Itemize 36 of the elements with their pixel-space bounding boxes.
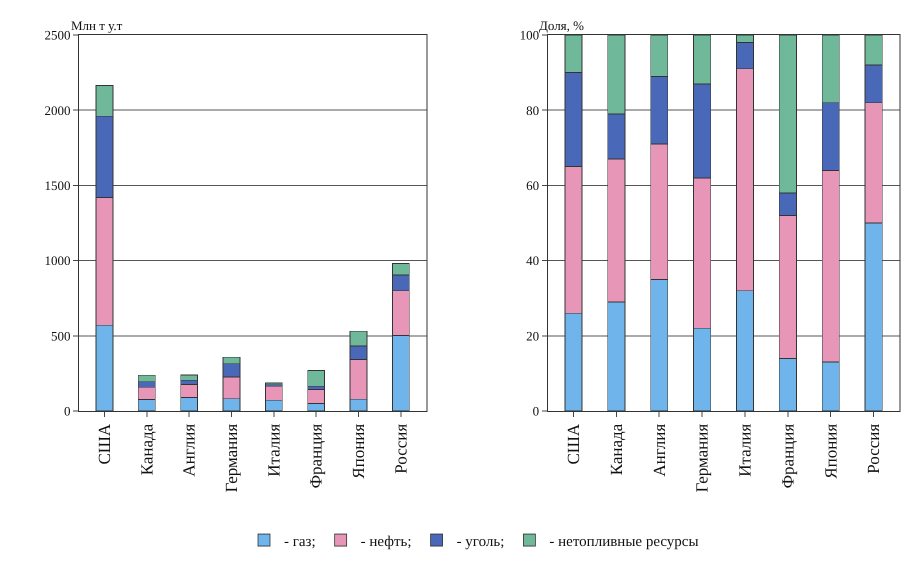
y-tick-label: 100 — [520, 28, 540, 43]
y-axis-title: Доля, % — [539, 18, 584, 33]
y-tick-label: 0 — [64, 404, 70, 419]
y-tick-label: 0 — [532, 404, 540, 419]
bar — [307, 370, 326, 387]
x-tick-label: Япония — [821, 424, 840, 479]
y-tick-label: 2500 — [44, 28, 70, 43]
x-tick-label: Япония — [349, 424, 368, 479]
x-tick-label: США — [94, 423, 114, 465]
y-tick-label: 1000 — [44, 253, 70, 268]
legend-label: - нефть; — [360, 534, 412, 550]
x-tick-label: Канада — [606, 423, 626, 476]
y-axis-title: Млн т у.т — [71, 18, 123, 33]
x-tick-label: Франция — [306, 424, 326, 488]
y-tick-label: 20 — [526, 328, 540, 344]
legend-label: - газ; — [284, 534, 316, 550]
x-tick-label: Россия — [864, 424, 884, 474]
y-tick-label: 40 — [526, 253, 540, 268]
y-tick-label: 60 — [526, 178, 540, 193]
y-tick-label: 2000 — [44, 102, 70, 118]
y-tick-label: 500 — [50, 328, 70, 344]
legend-label: - нетопливные ресурсы — [549, 534, 699, 550]
legend-label: - уголь; — [456, 534, 504, 550]
x-tick-label: Германия — [222, 424, 242, 492]
x-tick-label: США — [564, 423, 584, 465]
x-tick-label: Англия — [650, 424, 669, 477]
x-tick-label: Франция — [778, 424, 798, 488]
x-tick-label: Россия — [391, 424, 410, 474]
y-tick-label: 80 — [526, 102, 540, 118]
x-tick-label: Англия — [180, 424, 199, 477]
y-tick-label: 1500 — [44, 178, 70, 193]
x-tick-label: Италия — [736, 424, 755, 477]
x-tick-label: Италия — [264, 424, 284, 477]
bar — [180, 374, 198, 381]
x-tick-label: Германия — [692, 424, 712, 492]
x-tick-label: Канада — [137, 423, 156, 476]
